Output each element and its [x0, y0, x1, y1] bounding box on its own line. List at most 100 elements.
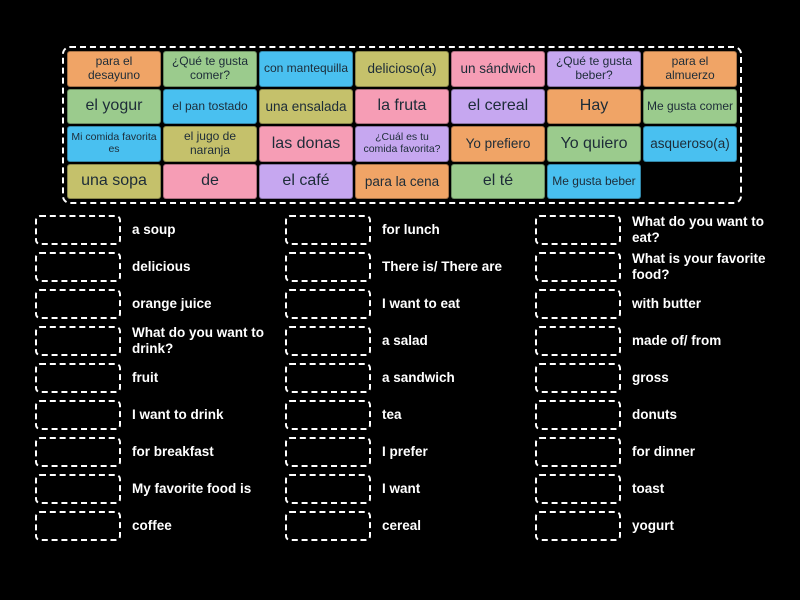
match-item: made of/ from: [535, 322, 775, 359]
answer-tile[interactable]: el pan tostado: [163, 88, 257, 124]
match-item: for breakfast: [35, 433, 275, 470]
match-item-label: What do you want to drink?: [132, 324, 264, 356]
match-drop-slot[interactable]: [35, 325, 121, 356]
answer-tile[interactable]: delicioso(a): [355, 51, 449, 87]
answer-tile[interactable]: Yo prefiero: [451, 126, 545, 162]
match-item: with butter: [535, 285, 775, 322]
match-drop-slot[interactable]: [35, 510, 121, 541]
answer-tile[interactable]: ¿Qué te gusta beber?: [547, 51, 641, 87]
match-item-label: made of/ from: [632, 332, 722, 348]
answer-tile[interactable]: una sopa: [67, 163, 161, 199]
answer-tile[interactable]: Yo quiero: [547, 126, 641, 162]
match-drop-slot[interactable]: [535, 473, 621, 504]
answer-tile[interactable]: el yogur: [67, 88, 161, 124]
answer-tile[interactable]: las donas: [259, 126, 353, 162]
match-item: a sandwich: [285, 359, 525, 396]
match-drop-slot[interactable]: [35, 251, 121, 282]
match-drop-slot[interactable]: [35, 399, 121, 430]
match-item: gross: [535, 359, 775, 396]
match-item-label: I want to drink: [132, 406, 224, 422]
match-drop-slot[interactable]: [285, 436, 371, 467]
match-item-label: I want to eat: [382, 295, 461, 311]
match-item-label: orange juice: [132, 295, 212, 311]
answer-tile[interactable]: para la cena: [355, 163, 449, 199]
answer-tile[interactable]: para el almuerzo: [643, 51, 737, 87]
answer-tile[interactable]: asqueroso(a): [643, 126, 737, 162]
match-drop-slot[interactable]: [535, 251, 621, 282]
match-item: I prefer: [285, 433, 525, 470]
match-drop-slot[interactable]: [285, 362, 371, 393]
match-drop-slot[interactable]: [285, 325, 371, 356]
match-item-label: cereal: [382, 517, 422, 533]
match-item: tea: [285, 396, 525, 433]
match-item-label: a sandwich: [382, 369, 455, 385]
match-drop-slot[interactable]: [35, 214, 121, 245]
answer-tile[interactable]: el jugo de naranja: [163, 126, 257, 162]
answer-tile[interactable]: Hay: [547, 88, 641, 124]
answer-tile[interactable]: el café: [259, 163, 353, 199]
match-item-label: gross: [632, 369, 669, 385]
match-item-label: tea: [382, 406, 402, 422]
answer-tile[interactable]: ¿Qué te gusta comer?: [163, 51, 257, 87]
answer-tile-bank: para el desayuno ¿Qué te gusta comer? con …: [62, 46, 742, 204]
match-item-label: with butter: [632, 295, 701, 311]
match-item-label: for dinner: [632, 443, 695, 459]
answer-tile[interactable]: de: [163, 163, 257, 199]
answer-tile[interactable]: una ensalada: [259, 88, 353, 124]
match-drop-slot[interactable]: [285, 399, 371, 430]
match-drop-slot[interactable]: [35, 473, 121, 504]
answer-tile[interactable]: para el desayuno: [67, 51, 161, 87]
match-drop-slot[interactable]: [535, 436, 621, 467]
match-drop-slot[interactable]: [35, 436, 121, 467]
match-item: for dinner: [535, 433, 775, 470]
match-drop-slot[interactable]: [535, 510, 621, 541]
match-item: What do you want to drink?: [35, 322, 275, 359]
answer-tile[interactable]: la fruta: [355, 88, 449, 124]
match-drop-slot[interactable]: [35, 362, 121, 393]
match-item-label: My favorite food is: [132, 480, 252, 496]
answer-tile[interactable]: el té: [451, 163, 545, 199]
answer-tile[interactable]: Me gusta beber: [547, 163, 641, 199]
match-item-label: There is/ There are: [382, 258, 503, 274]
answer-tile[interactable]: ¿Cuál es tu comida favorita?: [355, 126, 449, 162]
match-item-label: for lunch: [382, 221, 440, 237]
match-item: I want to drink: [35, 396, 275, 433]
answer-tile[interactable]: el cereal: [451, 88, 545, 124]
match-item: a salad: [285, 322, 525, 359]
match-item-label: for breakfast: [132, 443, 214, 459]
match-item: What do you want to eat?: [535, 211, 775, 248]
match-item-label: yogurt: [632, 517, 674, 533]
match-drop-slot[interactable]: [535, 399, 621, 430]
match-drop-slot[interactable]: [535, 288, 621, 319]
match-item-label: fruit: [132, 369, 159, 385]
answer-tile[interactable]: con mantequilla: [259, 51, 353, 87]
match-item: delicious: [35, 248, 275, 285]
match-item-label: a salad: [382, 332, 428, 348]
match-drop-slot[interactable]: [285, 510, 371, 541]
answer-tile[interactable]: Me gusta comer: [643, 88, 737, 124]
answer-tile[interactable]: un sándwich: [451, 51, 545, 87]
match-item-label: I want: [382, 480, 421, 496]
match-item-label: What do you want to eat?: [632, 213, 764, 245]
match-drop-slot[interactable]: [535, 214, 621, 245]
match-column-3: What do you want to eat? What is your fav…: [535, 211, 775, 544]
match-drop-slot[interactable]: [535, 325, 621, 356]
match-item: donuts: [535, 396, 775, 433]
match-column-1: a soup delicious orange juice What do you w…: [35, 211, 275, 544]
match-item: I want: [285, 470, 525, 507]
match-item-label: donuts: [632, 406, 677, 422]
match-item: I want to eat: [285, 285, 525, 322]
match-drop-slot[interactable]: [285, 473, 371, 504]
match-drop-slot[interactable]: [285, 288, 371, 319]
answer-tile[interactable]: Mi comida favorita es: [67, 126, 161, 162]
match-drop-slot[interactable]: [285, 251, 371, 282]
match-item: My favorite food is: [35, 470, 275, 507]
match-item: cereal: [285, 507, 525, 544]
match-item-label: I prefer: [382, 443, 428, 459]
match-drop-slot[interactable]: [35, 288, 121, 319]
match-drop-slot[interactable]: [535, 362, 621, 393]
match-column-2: for lunch There is/ There are I want to ea…: [285, 211, 525, 544]
match-item-label: coffee: [132, 517, 172, 533]
match-drop-slot[interactable]: [285, 214, 371, 245]
